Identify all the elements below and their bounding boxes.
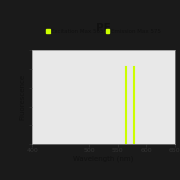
Y-axis label: Fluorescence: Fluorescence <box>19 74 25 120</box>
X-axis label: Wavelength (nm): Wavelength (nm) <box>73 156 134 162</box>
Title: PE: PE <box>96 23 111 33</box>
Legend: Excitation Max 565, Emission Max 575: Excitation Max 565, Emission Max 575 <box>44 27 163 36</box>
